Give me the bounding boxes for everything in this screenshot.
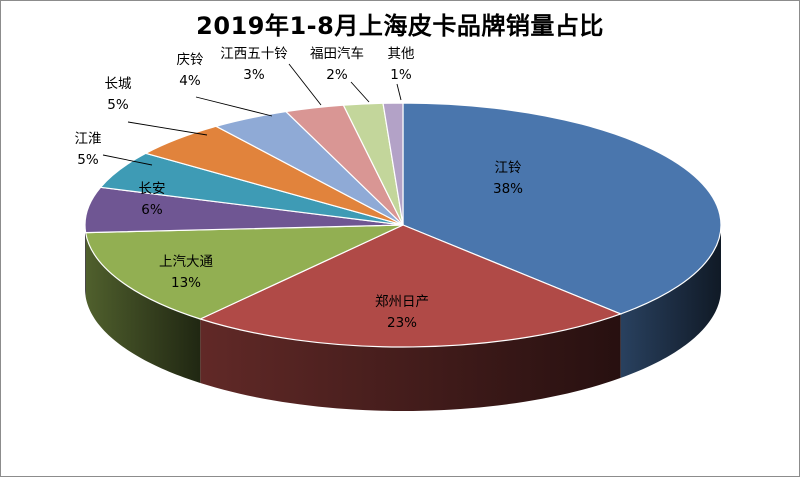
slice-value-label: 6%: [141, 202, 163, 218]
slice-value-label: 3%: [243, 67, 265, 83]
leader-line: [396, 83, 402, 101]
slice-label: 长城: [105, 76, 132, 92]
slice-value-label: 1%: [390, 67, 412, 83]
slice-label: 长安: [139, 181, 166, 197]
pie-slice-长安: [84, 186, 404, 234]
slice-value-label: 38%: [493, 181, 523, 197]
leader-line: [350, 81, 370, 103]
slice-label: 郑州日产: [375, 294, 429, 310]
pie-side-郑州日产: [200, 313, 621, 411]
pie-slice-其他: [382, 102, 404, 226]
pie-side-长安: [85, 225, 86, 297]
slice-value-label: 5%: [107, 97, 129, 113]
pie-labels: 江铃 38% 郑州日产 23% 上汽大通 13% 长安 6% 江淮 5% 长城 5% 庆铃 4% 江西五十铃…: [75, 45, 524, 331]
slice-label: 其他: [388, 46, 415, 62]
leader-line: [288, 63, 322, 106]
slice-value-label: 5%: [77, 152, 99, 168]
slice-label: 江淮: [75, 131, 102, 147]
leader-line: [127, 121, 208, 136]
slice-value-label: 4%: [179, 73, 201, 89]
slice-label: 江铃: [495, 160, 523, 176]
leader-line: [195, 96, 273, 117]
pie-slice-郑州日产: [198, 224, 623, 348]
slice-value-label: 2%: [326, 67, 348, 83]
pie-slice-上汽大通: [84, 224, 404, 320]
pie-side-江铃: [620, 225, 721, 378]
pie-side-walls: [85, 225, 721, 411]
slice-value-label: 13%: [171, 275, 201, 291]
chart-title: 2019年1-8月上海皮卡品牌销量占比: [196, 12, 604, 40]
slice-label: 福田汽车: [310, 45, 364, 62]
slice-label: 庆铃: [177, 52, 204, 68]
pie-top-faces: [84, 102, 722, 348]
pie-slice-江铃: [402, 102, 722, 315]
slice-label: 江西五十铃: [220, 46, 288, 62]
slice-label: 上汽大通: [159, 254, 213, 270]
leader-line: [102, 154, 153, 166]
pie-side-上汽大通: [85, 232, 201, 383]
slice-value-label: 23%: [387, 315, 417, 331]
